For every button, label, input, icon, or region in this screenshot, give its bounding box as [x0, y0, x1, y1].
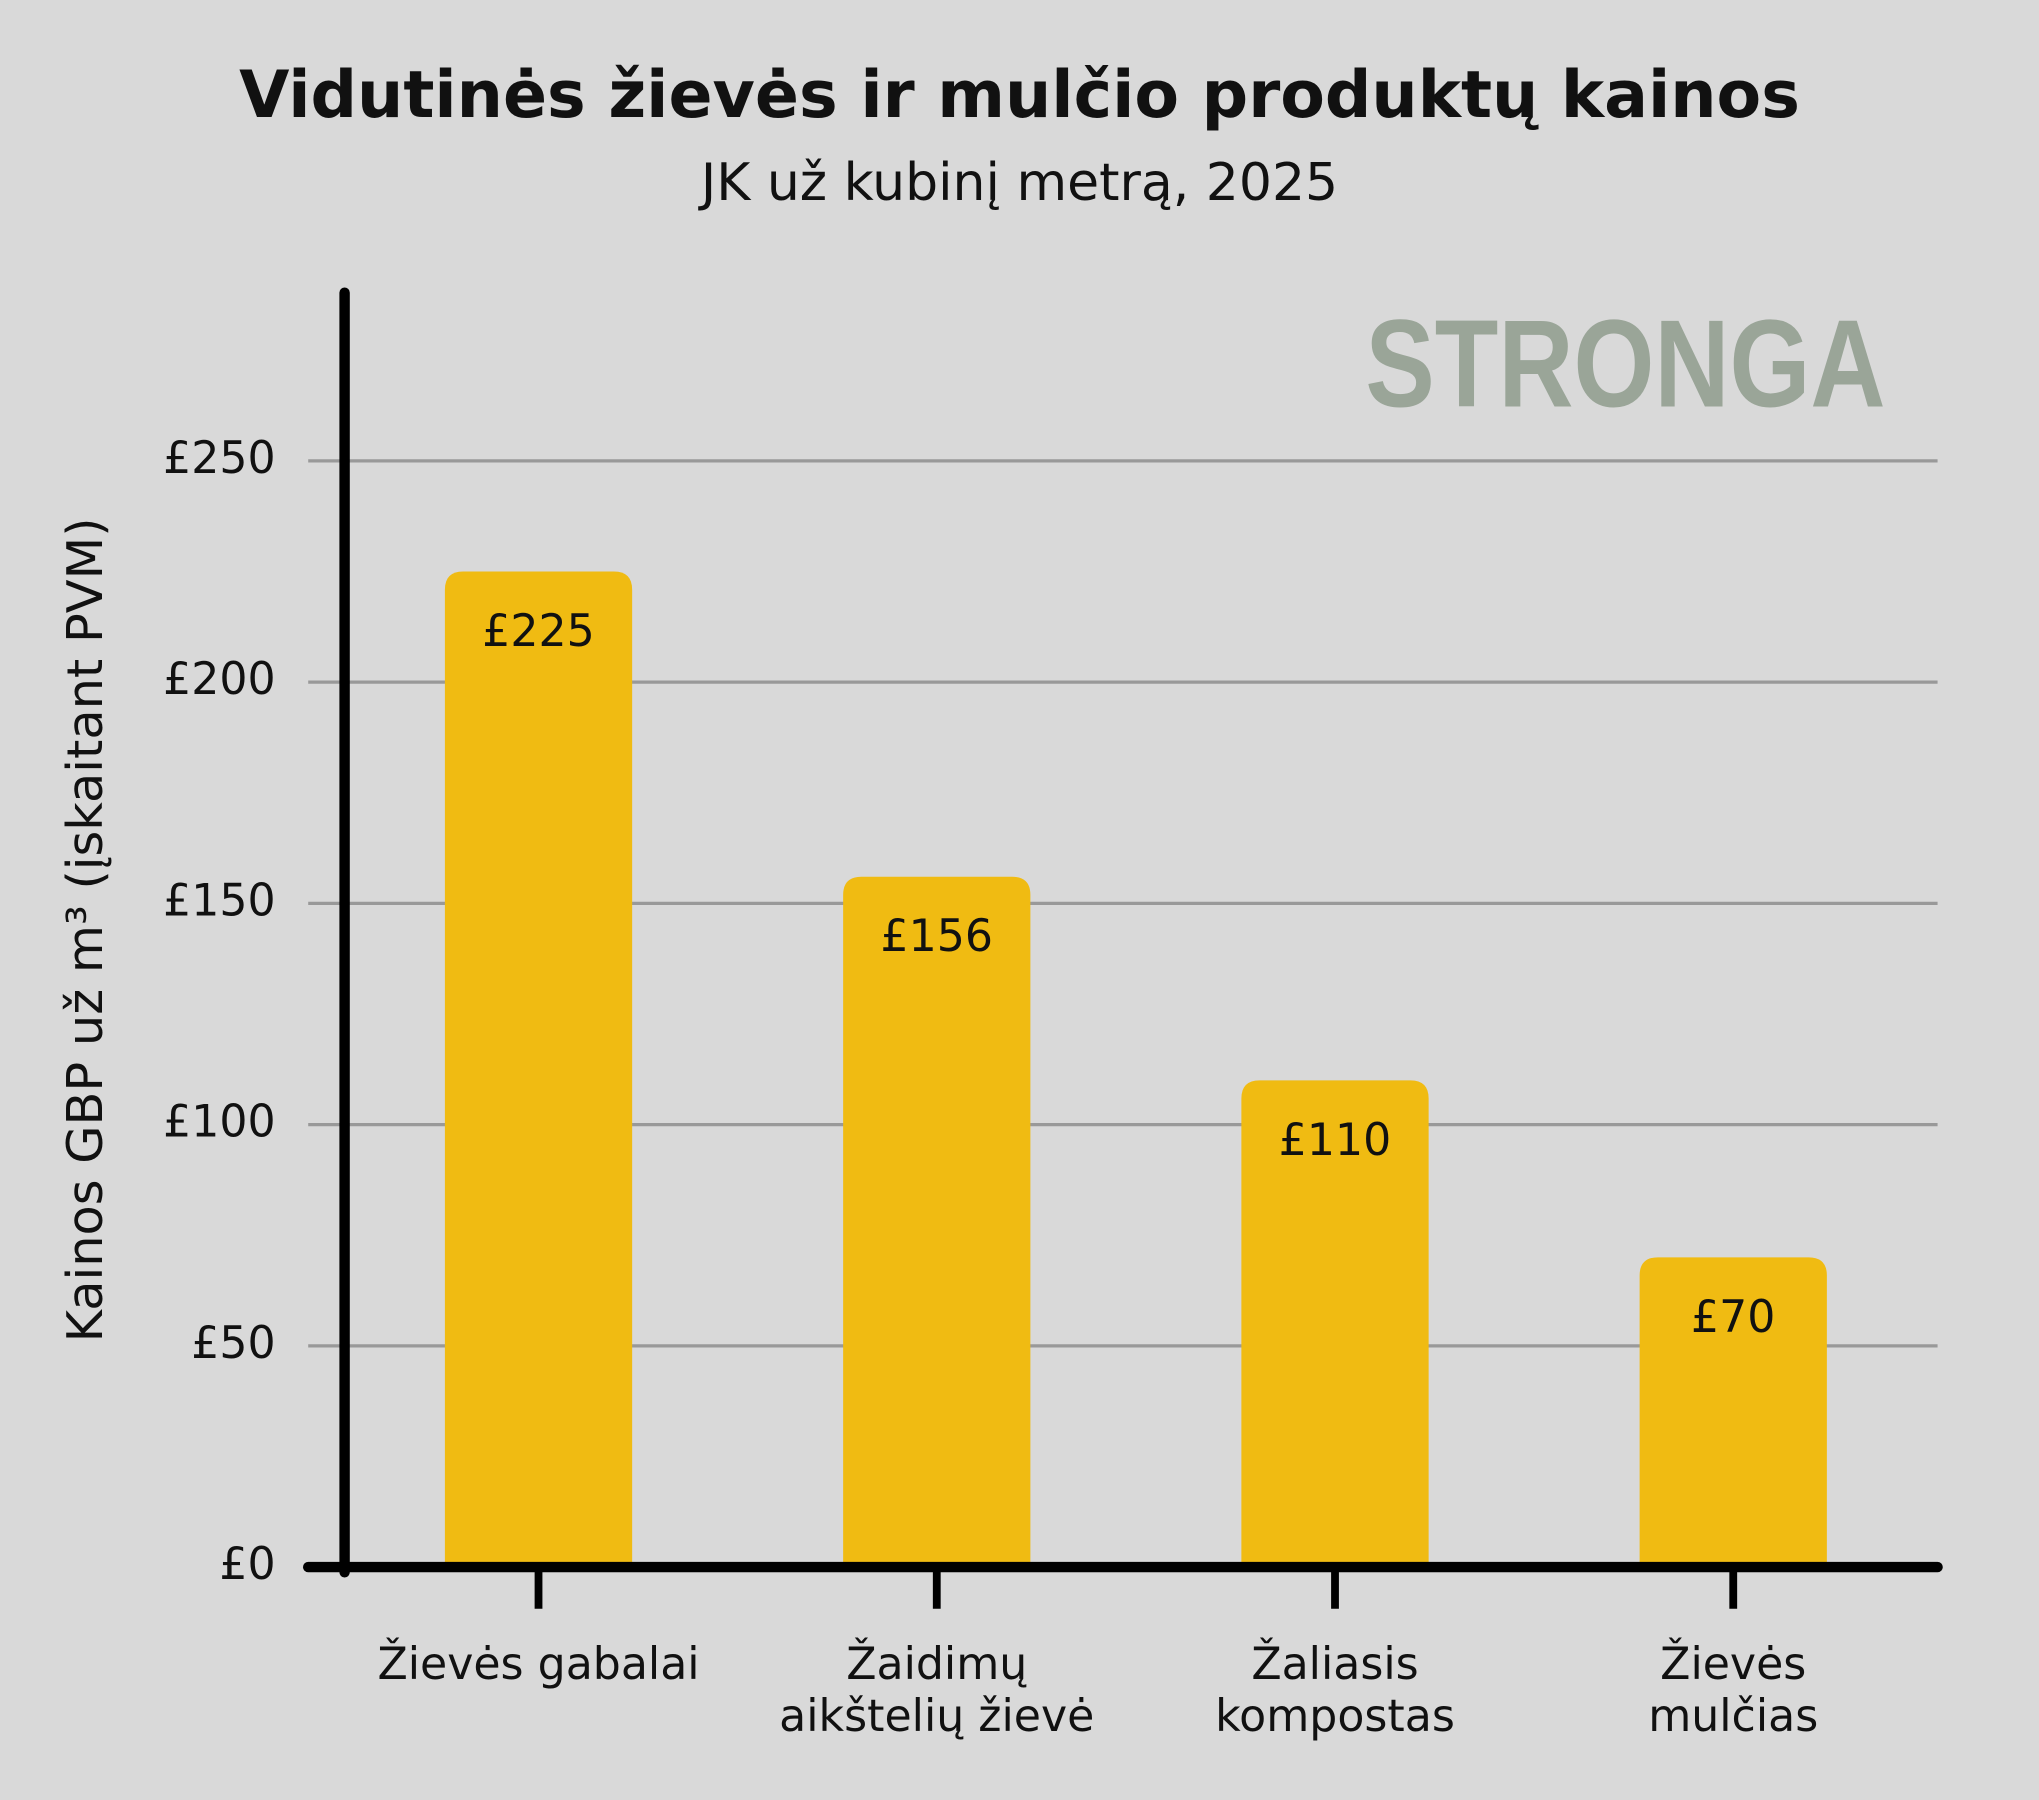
y-tick-label: £250 [163, 433, 276, 484]
x-tick-label: Žaliasis kompostas [1215, 1637, 1455, 1742]
x-tick-label: Žievės gabalai [377, 1637, 699, 1690]
value-label: £225 [482, 606, 595, 657]
y-tick-label: £0 [219, 1539, 275, 1590]
value-label: £156 [881, 911, 994, 962]
bar [843, 876, 1031, 1568]
value-label: £110 [1279, 1115, 1392, 1166]
bar [1639, 1257, 1827, 1568]
bar [444, 571, 633, 1568]
watermark: STRONGA [1365, 294, 1885, 433]
y-axis-label: Kainos GBP už m³ (įskaitant PVM) [56, 518, 114, 1343]
x-tick-label: Žievės mulčias [1648, 1637, 1818, 1742]
bar [1241, 1080, 1429, 1568]
chart-title: Vidutinės žievės ir mulčio produktų kain… [239, 58, 1800, 133]
y-tick-label: £200 [163, 654, 276, 705]
y-tick-label: £50 [191, 1318, 275, 1369]
y-tick-label: £100 [163, 1097, 276, 1148]
value-label: £70 [1691, 1292, 1775, 1343]
y-tick-label: £150 [163, 875, 276, 926]
chart-subtitle: JK už kubinį metrą, 2025 [698, 153, 1338, 213]
x-tick-label: Žaidimų aikštelių žievė [779, 1637, 1094, 1742]
